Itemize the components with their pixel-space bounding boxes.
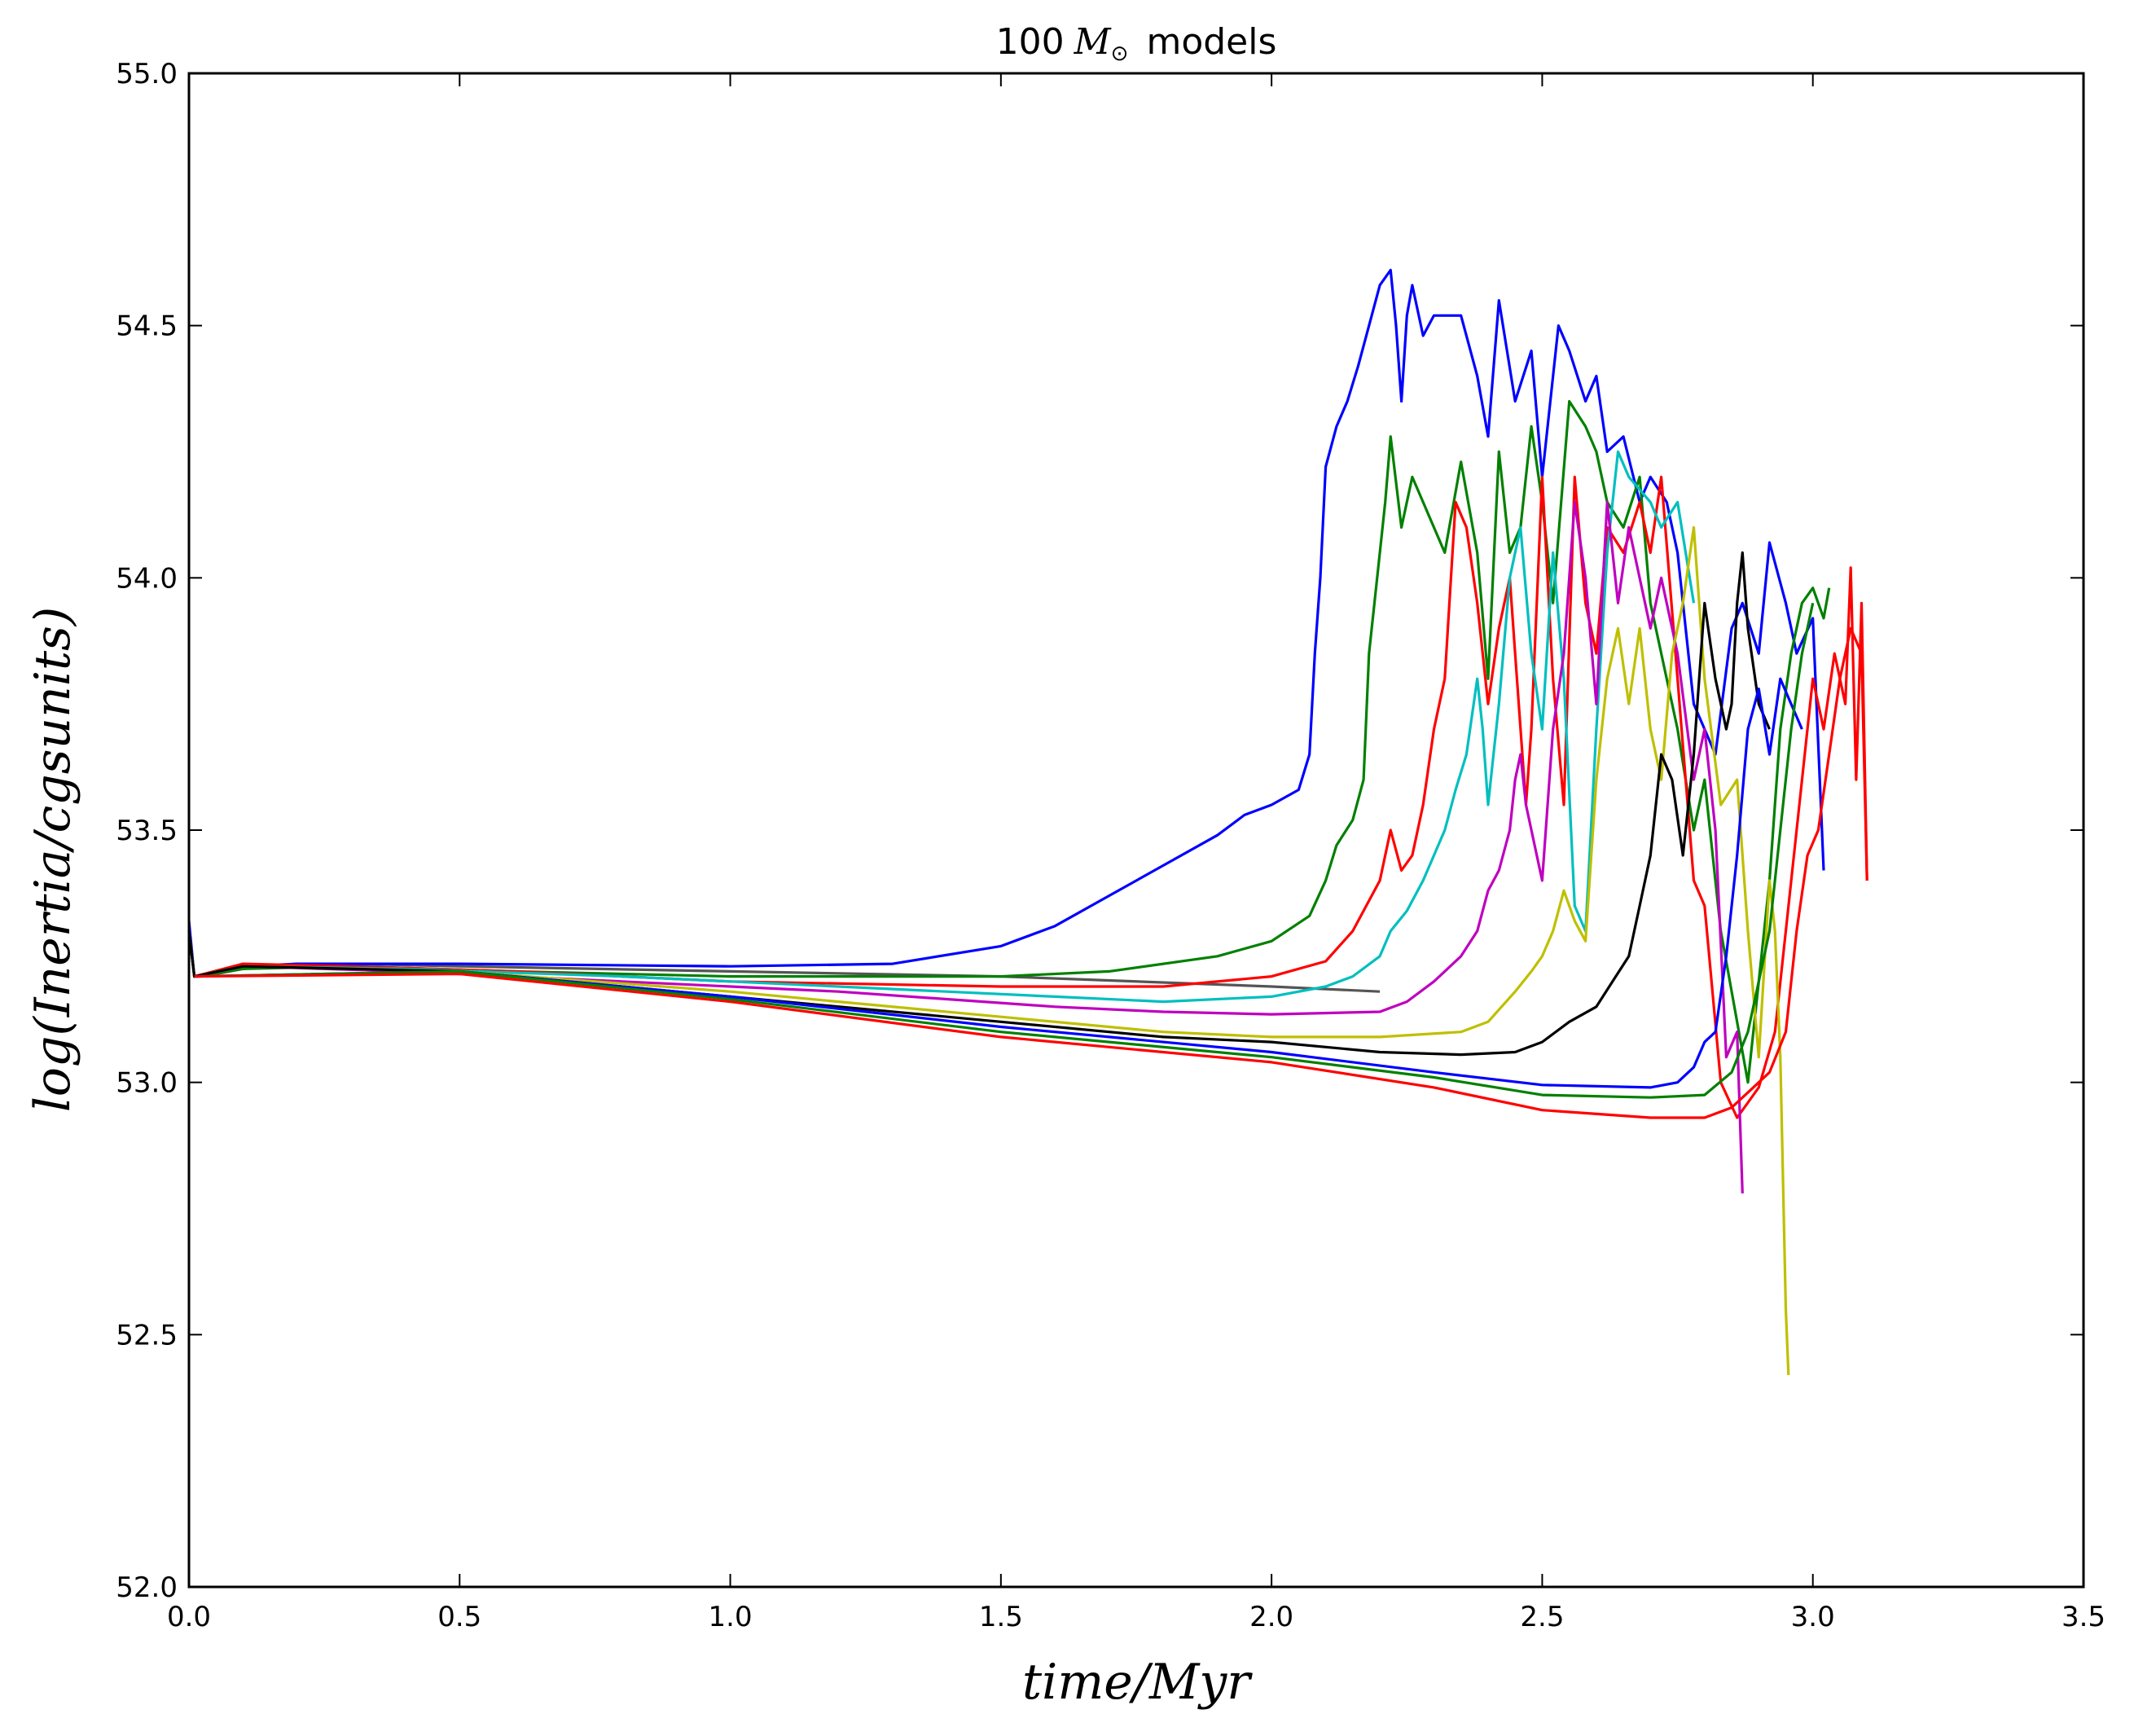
x-tick-label: 1.5 [979,1601,1023,1633]
y-axis-label: log(Inertia/cgsunits) [24,607,81,1113]
series-line-9 [194,677,1803,1089]
chart-title: 100 M⊙ models [996,21,1277,66]
series-line-7 [187,525,1790,1375]
series-line-11 [194,626,1868,1119]
series-line-3 [187,400,1831,1084]
x-tick-label: 0.5 [437,1601,481,1633]
x-axis-label: time/Myr [1022,1654,1253,1711]
x-tick-label: 3.0 [1791,1601,1835,1633]
series-line-2 [187,268,1825,978]
y-tick-label: 53.0 [116,1067,178,1100]
plot-frame [187,72,2085,1589]
x-tick-label: 2.0 [1249,1601,1293,1633]
x-tick-label: 3.5 [2062,1601,2105,1633]
series-line-10 [194,602,1815,1099]
x-tick-label: 2.5 [1520,1601,1564,1633]
x-tick-label: 0.0 [167,1601,211,1633]
y-tick-label: 52.0 [116,1571,178,1604]
y-tick-label: 54.5 [116,310,178,343]
series-line-5 [187,450,1696,1004]
x-tick-label: 1.0 [709,1601,753,1633]
series-line-8 [187,551,1771,1057]
y-tick-label: 52.5 [116,1319,178,1351]
tick-layer: 0.0 0.5 1.0 1.5 2.0 2.5 3.0 3.5 52.0 52.5 53.0 53.5… [116,58,2105,1633]
y-tick-label: 54.0 [116,562,178,595]
series-line-4 [187,475,1868,1119]
y-tick-label: 53.5 [116,815,178,847]
y-tick-label: 55.0 [116,58,178,90]
series-layer [187,268,1868,1375]
